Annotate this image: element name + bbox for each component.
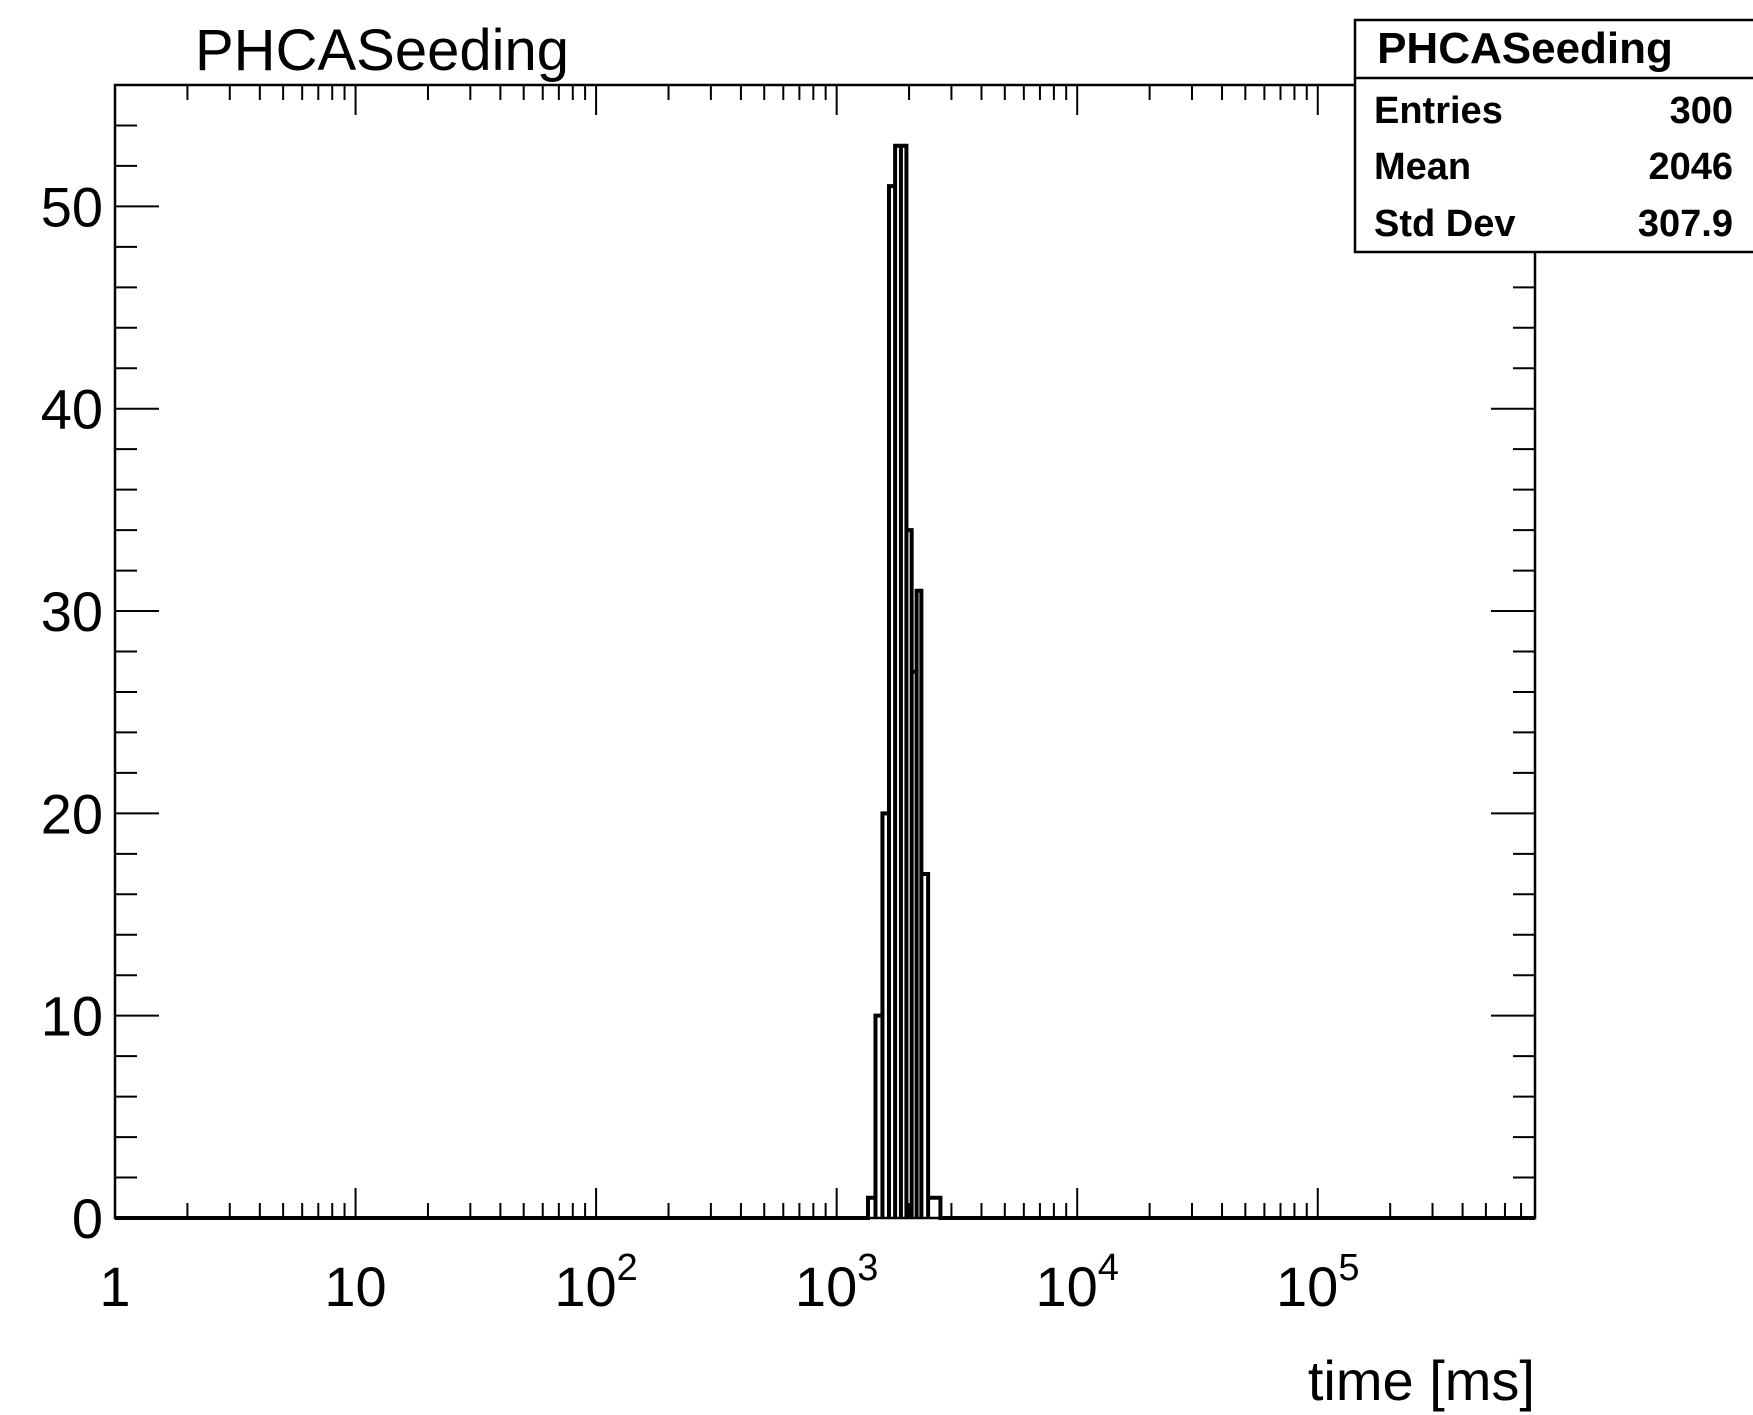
x-tick-label-base: 10 [554, 1255, 616, 1318]
x-tick-label-exponent: 5 [1338, 1247, 1359, 1289]
stats-box-title: PHCASeeding [1377, 24, 1673, 73]
stats-box: PHCASeeding Entries 300 Mean 2046 Std De… [1353, 18, 1753, 254]
y-tick-label: 10 [41, 985, 103, 1048]
stats-stddev-label: Std Dev [1374, 203, 1515, 245]
stats-entries-label: Entries [1374, 90, 1503, 132]
x-tick-label-exponent: 2 [617, 1247, 638, 1289]
stats-entries-value: 300 [1670, 90, 1733, 132]
plot-frame [113, 83, 1537, 1220]
x-tick-label-base: 10 [1035, 1255, 1097, 1318]
y-axis-tick-labels: 0 10 20 30 40 50 [41, 175, 103, 1250]
x-tick-label-base: 10 [1276, 1255, 1338, 1318]
y-tick-label: 0 [72, 1187, 103, 1250]
x-tick-label-base: 1 [99, 1255, 130, 1318]
x-tick-label-exponent: 4 [1098, 1247, 1119, 1289]
y-tick-label: 40 [41, 378, 103, 441]
histogram-outline [115, 143, 1535, 1220]
chart-title: PHCASeeding [195, 18, 569, 83]
y-tick-label: 50 [41, 175, 103, 238]
x-axis-label: time [ms] [1308, 1349, 1535, 1412]
histogram-series [115, 143, 1535, 1220]
x-tick-label: 10 [324, 1255, 386, 1318]
x-tick-label-base: 10 [795, 1255, 857, 1318]
x-tick-label: 102 [554, 1247, 637, 1318]
stats-box-frame [1353, 18, 1753, 254]
stats-stddev-value: 307.9 [1638, 203, 1733, 245]
x-tick-label-exponent: 3 [857, 1247, 878, 1289]
x-tick-label: 1 [99, 1255, 130, 1318]
x-tick-label: 105 [1276, 1247, 1359, 1318]
x-tick-label-base: 10 [324, 1255, 386, 1318]
x-axis-tick-labels: 1 10 102 103 104 105 [99, 1247, 1359, 1318]
stats-mean-label: Mean [1374, 146, 1471, 188]
x-tick-label: 103 [795, 1247, 878, 1318]
x-tick-label: 104 [1035, 1247, 1118, 1318]
stats-mean-value: 2046 [1648, 146, 1733, 188]
x-axis-ticks [114, 85, 1536, 1218]
y-tick-label: 20 [41, 782, 103, 845]
y-tick-label: 30 [41, 580, 103, 643]
y-axis-ticks [115, 84, 1535, 1219]
